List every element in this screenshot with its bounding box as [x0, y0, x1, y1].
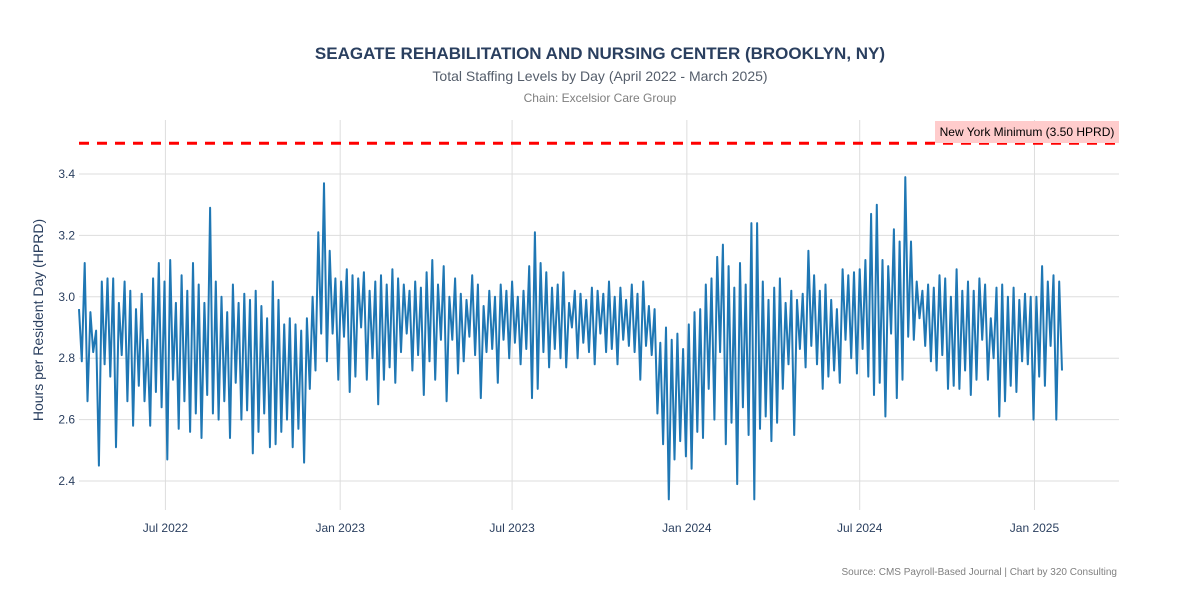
x-tick-label: Jul 2023 — [489, 521, 535, 535]
chart-title: SEAGATE REHABILITATION AND NURSING CENTE… — [314, 44, 886, 63]
y-tick-label: 2.8 — [58, 351, 75, 365]
x-axis: Jul 2022 Jan 2023 Jul 2023 Jan 2024 Jul 2024… — [143, 521, 1060, 535]
x-tick-label: Jan 2025 — [1010, 521, 1060, 535]
source-note: Source: CMS Payroll-Based Journal | Char… — [841, 567, 1117, 578]
y-axis-label: Hours per Resident Day (HPRD) — [30, 219, 46, 421]
y-tick-label: 3.2 — [58, 228, 75, 242]
y-tick-label: 2.6 — [58, 413, 75, 427]
reference-line-label: New York Minimum (3.50 HPRD) — [940, 125, 1115, 139]
reference-line-layer: New York Minimum (3.50 HPRD) — [79, 121, 1119, 145]
series-layer — [78, 176, 1063, 501]
series-line-total-hprd — [78, 176, 1063, 501]
chart-subtitle: Total Staffing Levels by Day (April 2022… — [432, 68, 768, 84]
chain-label: Chain: Excelsior Care Group — [523, 91, 677, 105]
x-tick-label: Jan 2023 — [315, 521, 365, 535]
y-axis: 2.4 2.6 2.8 3.0 3.2 3.4 — [58, 167, 75, 488]
x-tick-label: Jul 2024 — [837, 521, 883, 535]
reference-label-background — [935, 121, 1119, 143]
y-tick-label: 2.4 — [58, 474, 75, 488]
x-tick-label: Jan 2024 — [662, 521, 712, 535]
x-tick-label: Jul 2022 — [143, 521, 189, 535]
y-tick-label: 3.0 — [58, 290, 75, 304]
y-tick-label: 3.4 — [58, 167, 75, 181]
